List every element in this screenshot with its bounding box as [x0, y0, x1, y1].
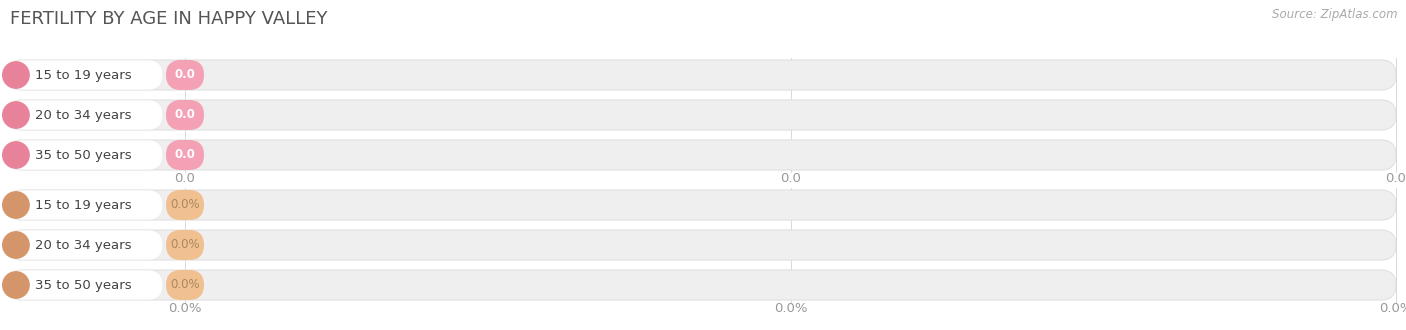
Circle shape	[3, 192, 30, 218]
Text: 0.0: 0.0	[174, 69, 195, 82]
FancyBboxPatch shape	[166, 100, 204, 130]
FancyBboxPatch shape	[8, 230, 1396, 260]
FancyBboxPatch shape	[8, 270, 1396, 300]
Text: 0.0%: 0.0%	[169, 302, 201, 314]
Text: 0.0: 0.0	[174, 148, 195, 161]
FancyBboxPatch shape	[8, 60, 163, 90]
Circle shape	[3, 102, 30, 128]
Text: 0.0%: 0.0%	[773, 302, 807, 314]
Text: 35 to 50 years: 35 to 50 years	[35, 279, 132, 291]
Text: 0.0: 0.0	[174, 172, 195, 184]
Text: 20 to 34 years: 20 to 34 years	[35, 109, 132, 121]
Text: 0.0: 0.0	[780, 172, 801, 184]
Circle shape	[3, 232, 30, 258]
Text: 0.0%: 0.0%	[170, 239, 200, 251]
FancyBboxPatch shape	[8, 100, 1396, 130]
Text: 0.0%: 0.0%	[170, 199, 200, 212]
FancyBboxPatch shape	[8, 140, 1396, 170]
FancyBboxPatch shape	[166, 140, 204, 170]
FancyBboxPatch shape	[8, 60, 1396, 90]
Circle shape	[3, 272, 30, 298]
Text: 15 to 19 years: 15 to 19 years	[35, 69, 132, 82]
Text: Source: ZipAtlas.com: Source: ZipAtlas.com	[1272, 8, 1398, 21]
FancyBboxPatch shape	[166, 190, 204, 220]
Text: 15 to 19 years: 15 to 19 years	[35, 199, 132, 212]
Text: 35 to 50 years: 35 to 50 years	[35, 148, 132, 161]
FancyBboxPatch shape	[166, 230, 204, 260]
FancyBboxPatch shape	[8, 270, 163, 300]
FancyBboxPatch shape	[166, 270, 204, 300]
FancyBboxPatch shape	[8, 140, 163, 170]
Circle shape	[3, 142, 30, 168]
FancyBboxPatch shape	[8, 190, 163, 220]
Text: 0.0%: 0.0%	[170, 279, 200, 291]
FancyBboxPatch shape	[8, 100, 163, 130]
FancyBboxPatch shape	[8, 190, 1396, 220]
Text: 0.0: 0.0	[174, 109, 195, 121]
Text: 20 to 34 years: 20 to 34 years	[35, 239, 132, 251]
FancyBboxPatch shape	[8, 230, 163, 260]
FancyBboxPatch shape	[166, 60, 204, 90]
Circle shape	[3, 62, 30, 88]
Text: 0.0: 0.0	[1385, 172, 1406, 184]
Text: FERTILITY BY AGE IN HAPPY VALLEY: FERTILITY BY AGE IN HAPPY VALLEY	[10, 10, 328, 28]
Text: 0.0%: 0.0%	[1379, 302, 1406, 314]
